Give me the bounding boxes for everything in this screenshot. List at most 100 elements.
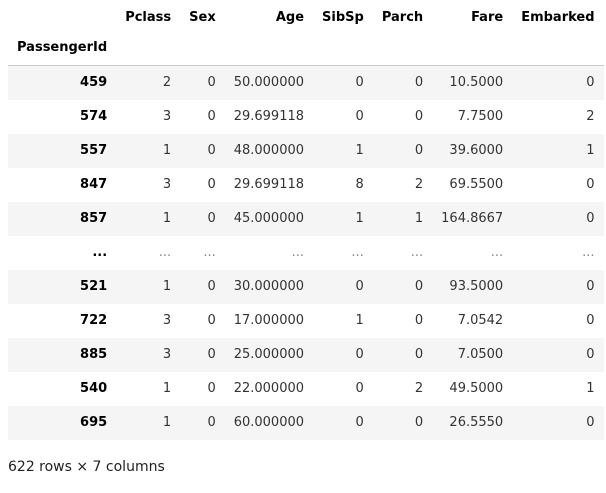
table-cell: 0 xyxy=(355,415,364,430)
table-cell: ... xyxy=(203,245,216,260)
row-index-cell: 574 xyxy=(80,109,108,124)
table-cell: ... xyxy=(351,245,364,260)
table-row: 722 3 0 17.000000 1 0 7.0542 0 xyxy=(8,304,604,338)
row-index-cell: 847 xyxy=(80,177,108,192)
table-cell: 1 xyxy=(162,143,172,158)
index-name-header: PassengerId xyxy=(8,30,117,66)
column-header-fare: Fare xyxy=(471,9,504,25)
table-cell: 0 xyxy=(355,347,364,362)
table-cell: 1 xyxy=(414,211,424,226)
table-cell: 0 xyxy=(414,415,424,430)
table-cell: 39.6000 xyxy=(449,143,504,158)
index-name-row: PassengerId xyxy=(8,30,604,66)
table-cell: 0 xyxy=(414,313,424,328)
table-row: 695 1 0 60.000000 0 0 26.5550 0 xyxy=(8,405,604,440)
table-row-ellipsis: ........................ xyxy=(8,236,604,270)
table-cell: 0 xyxy=(207,381,216,396)
table-cell: 0 xyxy=(586,415,595,430)
table-cell: 1 xyxy=(586,381,595,396)
table-cell: 0 xyxy=(207,347,216,362)
table-cell: 0 xyxy=(586,347,595,362)
table-cell: ... xyxy=(158,245,172,260)
table-cell: 0 xyxy=(207,75,216,91)
table-cell: 0 xyxy=(207,211,216,226)
table-cell: 49.5000 xyxy=(449,381,504,396)
table-row: 847 3 0 29.699118 8 2 69.5500 0 xyxy=(8,168,604,202)
table-cell: 0 xyxy=(355,109,364,124)
table-cell: 0 xyxy=(586,211,595,226)
table-cell: 25.000000 xyxy=(233,347,305,362)
table-cell: 7.7500 xyxy=(457,109,504,124)
column-header-pclass: Pclass xyxy=(125,9,172,25)
table-cell: 8 xyxy=(355,177,364,192)
column-header-sex: Sex xyxy=(189,9,216,25)
table-cell: 0 xyxy=(586,75,595,91)
table-cell: 1 xyxy=(162,381,172,396)
table-cell: 0 xyxy=(414,75,424,91)
table-cell: 0 xyxy=(586,177,595,192)
table-body: 459 2 0 50.000000 0 0 10.5000 0 574 3 0 29.699118 0 0… xyxy=(8,65,604,440)
row-index-cell: 557 xyxy=(80,143,108,158)
table-cell: 0 xyxy=(414,347,424,362)
table-cell: 1 xyxy=(162,279,172,294)
table-cell: 1 xyxy=(162,211,172,226)
row-index-cell: 885 xyxy=(80,347,108,362)
table-cell: 48.000000 xyxy=(233,143,305,158)
table-cell: 22.000000 xyxy=(233,381,305,396)
table-cell: 0 xyxy=(414,279,424,294)
table-row: 557 1 0 48.000000 1 0 39.6000 1 xyxy=(8,133,604,168)
table-cell: 7.0542 xyxy=(457,313,504,328)
row-index-cell: 540 xyxy=(80,381,108,396)
row-index-cell: 521 xyxy=(80,279,108,294)
table-row: 459 2 0 50.000000 0 0 10.5000 0 xyxy=(8,65,604,100)
column-header-parch: Parch xyxy=(381,9,424,25)
table-cell: 30.000000 xyxy=(233,279,305,294)
table-cell: 3 xyxy=(162,177,172,192)
table-cell: 0 xyxy=(207,143,216,158)
table-cell: 1 xyxy=(355,211,364,226)
table-cell: 2 xyxy=(162,75,172,91)
table-cell: 50.000000 xyxy=(233,75,305,91)
table-cell: 0 xyxy=(355,75,364,91)
row-index-cell: 722 xyxy=(80,313,108,328)
table-cell: ... xyxy=(291,245,305,260)
row-index-cell: 695 xyxy=(80,415,108,430)
table-cell: 69.5500 xyxy=(449,177,504,192)
table-cell: 164.8667 xyxy=(441,211,504,226)
table-cell: 2 xyxy=(586,109,595,124)
row-index-cell: 459 xyxy=(80,75,108,91)
table-cell: 0 xyxy=(586,313,595,328)
table-row: 574 3 0 29.699118 0 0 7.7500 2 xyxy=(8,100,604,134)
table-cell: 0 xyxy=(207,177,216,192)
table-cell: 45.000000 xyxy=(233,211,305,226)
table-cell: 29.699118 xyxy=(233,177,305,192)
table-cell: 0 xyxy=(207,313,216,328)
dataframe-shape-summary: 622 rows × 7 columns xyxy=(8,459,165,475)
table-cell: 2 xyxy=(414,177,424,192)
table-cell: 0 xyxy=(207,279,216,294)
table-cell: 7.0500 xyxy=(457,347,504,362)
table-cell: 29.699118 xyxy=(233,109,305,124)
table-cell: 0 xyxy=(586,279,595,294)
table-cell: 3 xyxy=(162,347,172,362)
table-cell: ... xyxy=(410,245,424,260)
table-cell: 1 xyxy=(162,415,172,430)
table-cell: 26.5550 xyxy=(449,415,504,430)
table-cell: 0 xyxy=(355,381,364,396)
table-cell: 0 xyxy=(355,279,364,294)
table-cell: 3 xyxy=(162,313,172,328)
table-row: 521 1 0 30.000000 0 0 93.5000 0 xyxy=(8,269,604,304)
table-cell: 10.5000 xyxy=(449,75,504,91)
table-cell: 0 xyxy=(414,143,424,158)
table-cell: ... xyxy=(582,245,595,260)
table-cell: 2 xyxy=(414,381,424,396)
table-row: 885 3 0 25.000000 0 0 7.0500 0 xyxy=(8,337,604,372)
table-row: 540 1 0 22.000000 0 2 49.5000 1 xyxy=(8,372,604,406)
table-cell: 1 xyxy=(586,143,595,158)
column-header-age: Age xyxy=(275,9,305,25)
table-cell: 17.000000 xyxy=(233,313,305,328)
column-header-sibsp: SibSp xyxy=(322,9,364,25)
row-index-cell: ... xyxy=(92,245,108,260)
table-cell: 1 xyxy=(355,313,364,328)
column-header-row: Pclass Sex Age SibSp Parch Fare Embarked xyxy=(8,4,604,30)
